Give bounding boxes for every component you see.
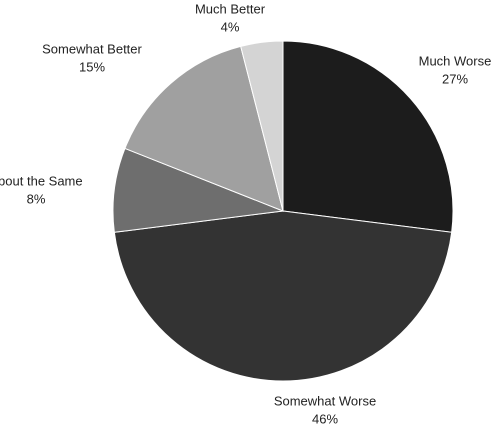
pie-slice — [113, 210, 453, 382]
pie-slice — [240, 40, 284, 212]
slice-value-label: 8% — [27, 191, 46, 206]
slice-label: Much Better — [195, 1, 266, 16]
slice-label: About the Same — [0, 173, 83, 188]
slice-label: Somewhat Better — [42, 41, 142, 56]
slice-value-label: 46% — [312, 411, 338, 424]
pie-slice — [124, 45, 284, 212]
pie-slice — [282, 40, 454, 233]
slice-value-label: 4% — [221, 19, 240, 34]
slice-label: Somewhat Worse — [274, 393, 376, 408]
slice-value-label: 15% — [79, 59, 105, 74]
slice-value-label: 27% — [442, 71, 468, 86]
slice-label: Much Worse — [419, 53, 492, 68]
